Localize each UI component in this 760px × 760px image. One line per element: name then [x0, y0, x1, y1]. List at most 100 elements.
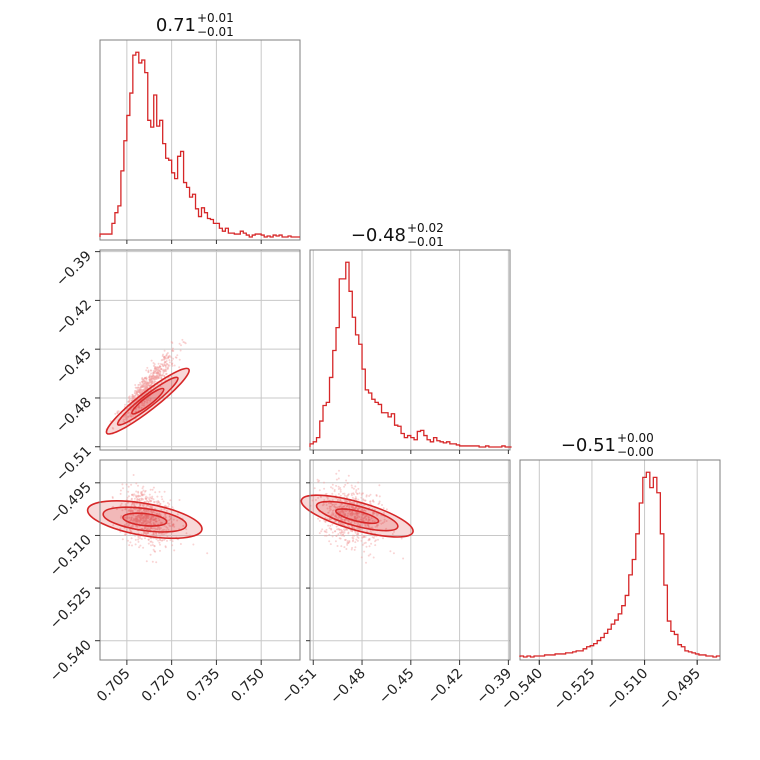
sample-point [126, 496, 129, 499]
x-tick-label: −0.51 [278, 666, 320, 708]
sample-point [361, 536, 364, 539]
sample-point [138, 515, 141, 518]
sample-point [334, 530, 336, 533]
sample-point [123, 533, 126, 536]
sample-point [135, 519, 138, 522]
sample-point [137, 490, 140, 493]
sample-point [378, 502, 381, 505]
sample-point [354, 512, 357, 515]
sample-point [144, 386, 147, 389]
sample-point [125, 483, 128, 486]
sample-point [144, 377, 147, 380]
sample-point [362, 499, 365, 502]
histogram-step-0 [99, 51, 300, 238]
sample-point [147, 532, 150, 534]
sample-point [140, 538, 143, 540]
sample-point [337, 498, 339, 501]
sample-point [359, 524, 362, 527]
sample-point [119, 527, 122, 530]
sample-point [141, 527, 144, 530]
sample-point [154, 366, 157, 369]
sample-point [385, 520, 388, 522]
sample-point [130, 509, 133, 512]
sample-point [152, 511, 155, 514]
sample-point [171, 347, 174, 350]
sample-point [330, 513, 333, 516]
sample-point [172, 523, 175, 526]
sample-point [124, 416, 127, 419]
sample-point [156, 375, 159, 378]
sample-point [134, 521, 137, 523]
sample-point [153, 367, 156, 370]
sample-point [347, 512, 350, 515]
sample-point [184, 342, 187, 345]
sample-point [352, 507, 355, 510]
sample-point [172, 357, 175, 360]
sample-point [343, 485, 346, 488]
sample-point [146, 381, 149, 384]
y-axis-1: −0.51 −0.48 −0.45 −0.42 −0.39 [53, 248, 100, 485]
sample-point [344, 499, 347, 502]
sample-point [340, 531, 343, 534]
sample-point [176, 519, 179, 522]
sample-point [157, 372, 160, 374]
sample-point [149, 521, 152, 524]
sample-point [361, 543, 364, 546]
sample-point [341, 534, 343, 537]
sample-point [333, 515, 336, 518]
sample-point [370, 517, 373, 520]
panel-frame [519, 459, 721, 661]
sample-point [157, 376, 160, 379]
sample-point [156, 371, 159, 374]
sample-point [340, 510, 343, 513]
sample-point [139, 386, 142, 389]
sample-point [345, 510, 348, 513]
sample-point [343, 535, 346, 537]
sample-point [143, 380, 146, 383]
sample-point [130, 530, 132, 533]
sample-point [150, 527, 153, 529]
sample-point [357, 523, 360, 525]
sample-point [351, 530, 354, 533]
sample-point [147, 384, 150, 387]
sample-point [136, 394, 139, 396]
sample-point [143, 382, 146, 385]
sample-point [134, 384, 137, 386]
sample-point [139, 517, 142, 520]
sample-point [165, 354, 168, 357]
sample-point [120, 502, 123, 505]
sample-point [112, 427, 115, 430]
sample-point [381, 504, 383, 506]
sample-point [351, 502, 354, 504]
sample-point [163, 533, 166, 535]
sample-point [128, 405, 131, 408]
sample-point [354, 506, 357, 509]
sample-point [143, 379, 145, 382]
sample-point [353, 516, 356, 519]
sample-point [109, 420, 112, 423]
sample-point [325, 492, 328, 495]
sample-point [169, 539, 172, 542]
sample-point [137, 498, 139, 501]
sample-point [145, 386, 148, 389]
sample-point [163, 374, 166, 377]
sample-point [377, 538, 379, 541]
sample-point [127, 490, 130, 493]
sample-point [158, 490, 161, 493]
sample-point [158, 503, 161, 506]
sample-point [145, 383, 147, 386]
sample-point [145, 386, 147, 388]
sample-point [156, 374, 159, 377]
sample-point [141, 517, 144, 520]
sample-point [150, 497, 153, 500]
sample-point [363, 509, 366, 512]
sample-point [364, 524, 367, 527]
sample-point [140, 508, 143, 511]
sample-point [330, 528, 333, 531]
sample-point [131, 502, 134, 505]
sample-point [344, 539, 346, 541]
sample-point [142, 517, 145, 519]
sample-point [149, 385, 152, 387]
sample-point [350, 492, 353, 495]
sample-point [151, 375, 153, 378]
